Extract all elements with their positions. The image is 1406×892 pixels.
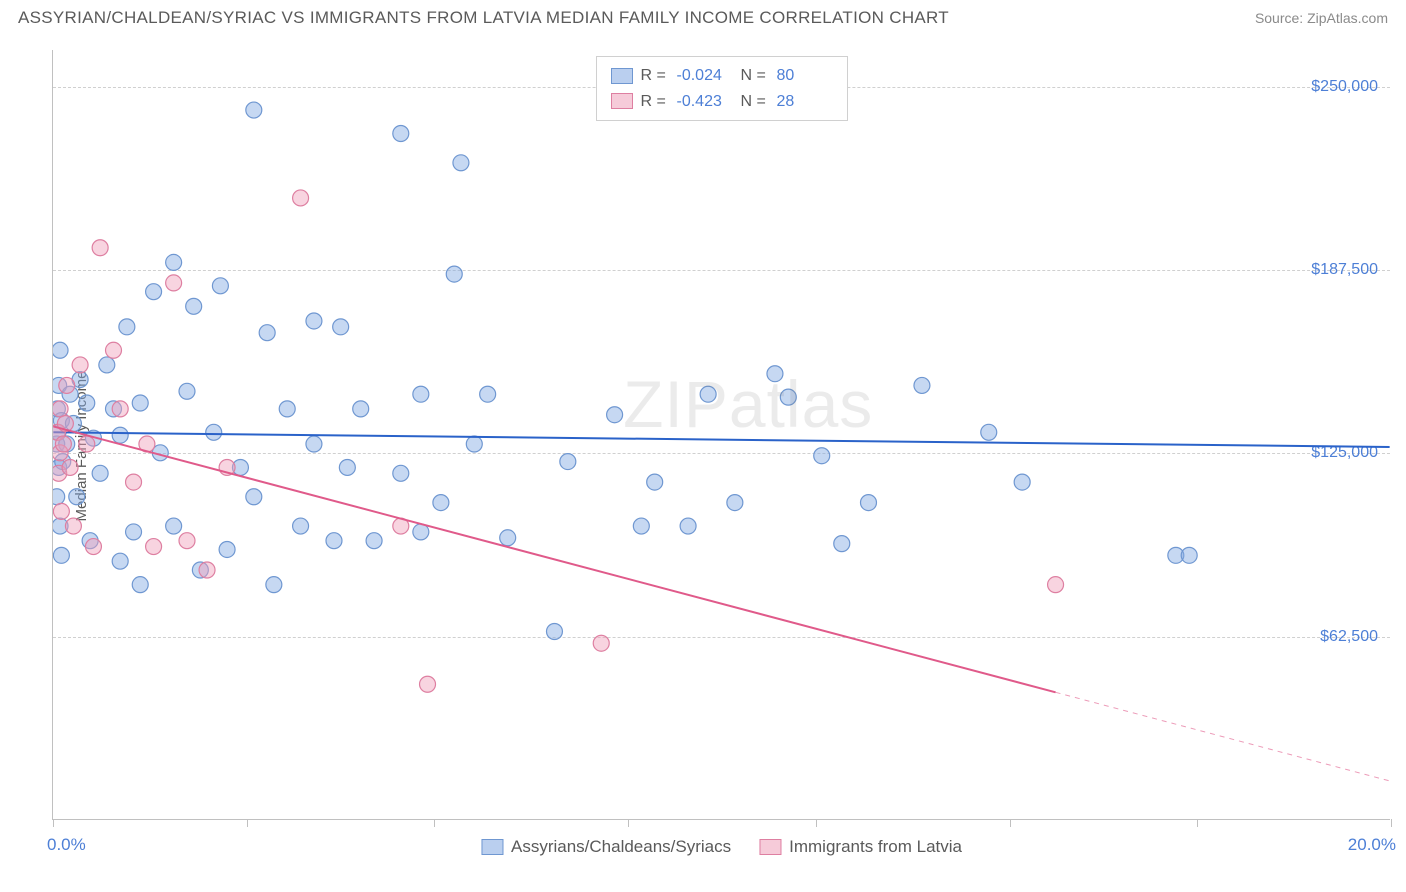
data-point bbox=[79, 436, 95, 452]
source-label: Source: ZipAtlas.com bbox=[1255, 10, 1388, 26]
header: ASSYRIAN/CHALDEAN/SYRIAC VS IMMIGRANTS F… bbox=[0, 0, 1406, 32]
data-point bbox=[62, 459, 78, 475]
data-point bbox=[132, 577, 148, 593]
data-point bbox=[333, 319, 349, 335]
data-point bbox=[981, 424, 997, 440]
data-point bbox=[166, 254, 182, 270]
data-point bbox=[53, 547, 69, 563]
data-point bbox=[633, 518, 649, 534]
data-point bbox=[53, 401, 68, 417]
data-point bbox=[546, 624, 562, 640]
swatch-icon bbox=[481, 839, 503, 855]
legend-item-1: Assyrians/Chaldeans/Syriacs bbox=[481, 837, 731, 857]
data-point bbox=[413, 386, 429, 402]
data-point bbox=[860, 495, 876, 511]
trend-line-dashed bbox=[1056, 692, 1390, 781]
data-point bbox=[279, 401, 295, 417]
data-point bbox=[339, 459, 355, 475]
data-point bbox=[453, 155, 469, 171]
data-point bbox=[306, 313, 322, 329]
data-point bbox=[186, 298, 202, 314]
data-point bbox=[146, 284, 162, 300]
data-point bbox=[293, 190, 309, 206]
data-point bbox=[1048, 577, 1064, 593]
data-point bbox=[92, 240, 108, 256]
data-point bbox=[1181, 547, 1197, 563]
swatch-icon bbox=[611, 93, 633, 109]
data-point bbox=[593, 635, 609, 651]
data-point bbox=[326, 533, 342, 549]
data-point bbox=[132, 395, 148, 411]
data-point bbox=[500, 530, 516, 546]
data-point bbox=[393, 465, 409, 481]
data-point bbox=[814, 448, 830, 464]
data-point bbox=[306, 436, 322, 452]
data-point bbox=[166, 518, 182, 534]
data-point bbox=[199, 562, 215, 578]
data-point bbox=[99, 357, 115, 373]
data-point bbox=[366, 533, 382, 549]
data-point bbox=[72, 357, 88, 373]
x-axis-min-label: 0.0% bbox=[47, 835, 86, 855]
trend-line bbox=[53, 426, 1055, 692]
legend-bottom: Assyrians/Chaldeans/Syriacs Immigrants f… bbox=[481, 837, 962, 857]
data-point bbox=[727, 495, 743, 511]
data-point bbox=[647, 474, 663, 490]
data-point bbox=[353, 401, 369, 417]
data-point bbox=[179, 533, 195, 549]
data-point bbox=[166, 275, 182, 291]
chart-title: ASSYRIAN/CHALDEAN/SYRIAC VS IMMIGRANTS F… bbox=[18, 8, 949, 28]
data-point bbox=[119, 319, 135, 335]
data-point bbox=[106, 342, 122, 358]
legend-item-2: Immigrants from Latvia bbox=[759, 837, 962, 857]
data-point bbox=[259, 325, 275, 341]
data-point bbox=[466, 436, 482, 452]
data-point bbox=[112, 427, 128, 443]
swatch-icon bbox=[611, 68, 633, 84]
data-point bbox=[126, 524, 142, 540]
data-point bbox=[607, 407, 623, 423]
data-point bbox=[293, 518, 309, 534]
x-axis-max-label: 20.0% bbox=[1348, 835, 1396, 855]
legend-row-1: R = -0.024 N = 80 bbox=[611, 63, 833, 89]
data-point bbox=[92, 465, 108, 481]
data-point bbox=[59, 377, 75, 393]
data-point bbox=[79, 395, 95, 411]
data-point bbox=[69, 489, 85, 505]
swatch-icon bbox=[759, 839, 781, 855]
data-point bbox=[126, 474, 142, 490]
data-point bbox=[834, 536, 850, 552]
chart-area: ZIPatlas $62,500$125,000$187,500$250,000… bbox=[52, 50, 1390, 820]
data-point bbox=[446, 266, 462, 282]
data-point bbox=[212, 278, 228, 294]
data-point bbox=[53, 489, 65, 505]
data-point bbox=[179, 383, 195, 399]
data-point bbox=[433, 495, 449, 511]
data-point bbox=[112, 401, 128, 417]
data-point bbox=[420, 676, 436, 692]
data-point bbox=[206, 424, 222, 440]
data-point bbox=[85, 539, 101, 555]
data-point bbox=[914, 377, 930, 393]
data-point bbox=[1014, 474, 1030, 490]
data-point bbox=[266, 577, 282, 593]
data-point bbox=[53, 342, 68, 358]
data-point bbox=[65, 518, 81, 534]
data-point bbox=[680, 518, 696, 534]
data-point bbox=[246, 102, 262, 118]
data-point bbox=[112, 553, 128, 569]
data-point bbox=[560, 454, 576, 470]
legend-row-2: R = -0.423 N = 28 bbox=[611, 89, 833, 115]
data-point bbox=[246, 489, 262, 505]
data-point bbox=[55, 436, 71, 452]
legend-stats: R = -0.024 N = 80 R = -0.423 N = 28 bbox=[596, 56, 848, 121]
data-point bbox=[480, 386, 496, 402]
data-point bbox=[219, 541, 235, 557]
data-point bbox=[53, 503, 69, 519]
data-point bbox=[393, 126, 409, 142]
data-point bbox=[146, 539, 162, 555]
watermark: ZIPatlas bbox=[623, 366, 873, 442]
